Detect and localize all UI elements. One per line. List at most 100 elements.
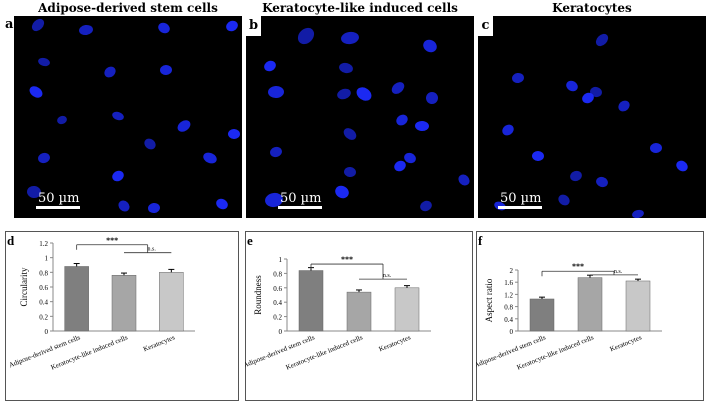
micrograph-title-a: Adipose-derived stem cells — [38, 1, 218, 15]
cell-nucleus — [268, 85, 284, 99]
cell-nucleus — [512, 72, 524, 84]
cell-nucleus — [118, 200, 130, 212]
cell-nucleus — [618, 100, 630, 112]
cell-nucleus — [404, 152, 416, 164]
micrograph-a — [14, 16, 242, 218]
scale-label-a: 50 µm — [38, 191, 80, 206]
bar — [346, 291, 372, 332]
chart-d: d00.20.40.60.811.2CircularityAdipose-der… — [7, 233, 195, 372]
sig-label: *** — [341, 255, 353, 264]
cell-nucleus — [27, 185, 41, 199]
cell-nucleus — [426, 92, 438, 104]
micrograph-b — [246, 16, 474, 218]
panel-letter-b: b — [246, 16, 261, 36]
cell-nucleus — [57, 115, 67, 125]
y-tick-label: 0.6 — [39, 284, 48, 292]
cell-nucleus — [356, 87, 372, 101]
cell-nucleus — [148, 202, 160, 214]
y-tick-label: 1.2 — [504, 291, 513, 299]
sig-label: *** — [572, 262, 584, 271]
cell-nucleus — [31, 18, 45, 32]
cell-nucleus — [38, 152, 50, 164]
y-tick-label: 0.8 — [273, 270, 282, 278]
cell-nucleus — [394, 160, 406, 172]
y-tick-label: 0 — [45, 328, 49, 336]
cell-nucleus — [79, 24, 93, 36]
cell-nucleus — [415, 120, 429, 132]
scale-label-c: 50 µm — [500, 191, 542, 206]
cell-nucleus — [590, 86, 602, 98]
panel-letter-a: a — [5, 17, 14, 32]
scale-label-b: 50 µm — [280, 191, 322, 206]
cell-nucleus — [343, 128, 357, 140]
bar — [111, 275, 137, 332]
cell-nucleus — [38, 57, 50, 67]
cell-nucleus — [632, 209, 644, 218]
y-tick-label: 0.8 — [39, 269, 48, 277]
y-tick-label: 1.2 — [39, 240, 48, 248]
y-tick-label: 1 — [45, 255, 49, 263]
cell-nucleus — [339, 62, 353, 74]
category-label: Keratocytes — [609, 333, 643, 353]
cell-nucleus — [29, 86, 43, 98]
y-axis-label: Aspect ratio — [484, 278, 494, 322]
bar — [159, 272, 184, 332]
y-tick-label: 2 — [510, 267, 514, 275]
micrograph-title-c: Keratocytes — [552, 1, 632, 15]
cell-nucleus — [203, 152, 217, 164]
y-tick-label: 0.2 — [39, 313, 48, 321]
cell-nucleus — [112, 170, 124, 182]
cell-nucleus — [335, 185, 349, 199]
cell-nucleus — [423, 39, 437, 53]
y-tick-label: 0.2 — [273, 314, 282, 322]
cell-nucleus — [396, 114, 408, 126]
cell-nucleus — [226, 20, 238, 32]
y-tick-label: 0.4 — [504, 316, 513, 324]
cell-nucleus — [502, 124, 514, 136]
micrograph-title-b: Keratocyte-like induced cells — [262, 1, 458, 15]
cell-nucleus — [595, 33, 609, 47]
cell-nucleus — [265, 192, 283, 208]
cell-nucleus — [420, 200, 432, 212]
cell-nucleus — [144, 138, 156, 150]
cell-nucleus — [177, 120, 191, 132]
y-tick-label: 0.6 — [273, 285, 282, 293]
y-axis-label: Circularity — [19, 267, 29, 306]
ns-label: n.s. — [147, 247, 156, 253]
y-tick-label: 0.4 — [39, 299, 48, 307]
panel-letter-f: f — [478, 233, 483, 248]
cell-nucleus — [104, 66, 116, 78]
y-tick-label: 0 — [510, 328, 514, 336]
ns-label: n.s. — [383, 273, 392, 279]
micrograph-background — [246, 16, 474, 218]
panel-letter-c: c — [478, 16, 493, 36]
cell-nucleus — [216, 198, 228, 210]
chart-e: e00.20.40.60.81RoundnessAdipose-derived … — [245, 233, 431, 372]
cell-nucleus — [341, 31, 359, 45]
bar — [529, 298, 555, 332]
category-label: Keratocytes — [142, 333, 176, 353]
panel-letter-e: e — [247, 233, 253, 248]
cell-nucleus — [558, 194, 570, 206]
y-tick-label: 0.4 — [273, 299, 282, 307]
scale-bar-c — [498, 206, 542, 209]
ns-label: n.s. — [614, 269, 623, 275]
micrograph-background — [14, 16, 242, 218]
bar — [298, 270, 324, 332]
cell-nucleus — [264, 60, 276, 72]
cell-nucleus — [596, 176, 608, 188]
bar — [625, 280, 651, 332]
y-tick-label: 1 — [279, 256, 283, 264]
bar — [577, 277, 603, 332]
cell-nucleus — [458, 174, 470, 186]
micrograph-c — [478, 16, 706, 218]
cell-nucleus — [158, 22, 170, 34]
bar — [64, 266, 89, 332]
cell-nucleus — [297, 27, 315, 45]
bar — [394, 287, 420, 332]
cell-nucleus — [228, 128, 240, 140]
cell-nucleus — [566, 80, 578, 92]
cell-nucleus — [650, 142, 662, 154]
y-axis-label: Roundness — [253, 275, 263, 315]
